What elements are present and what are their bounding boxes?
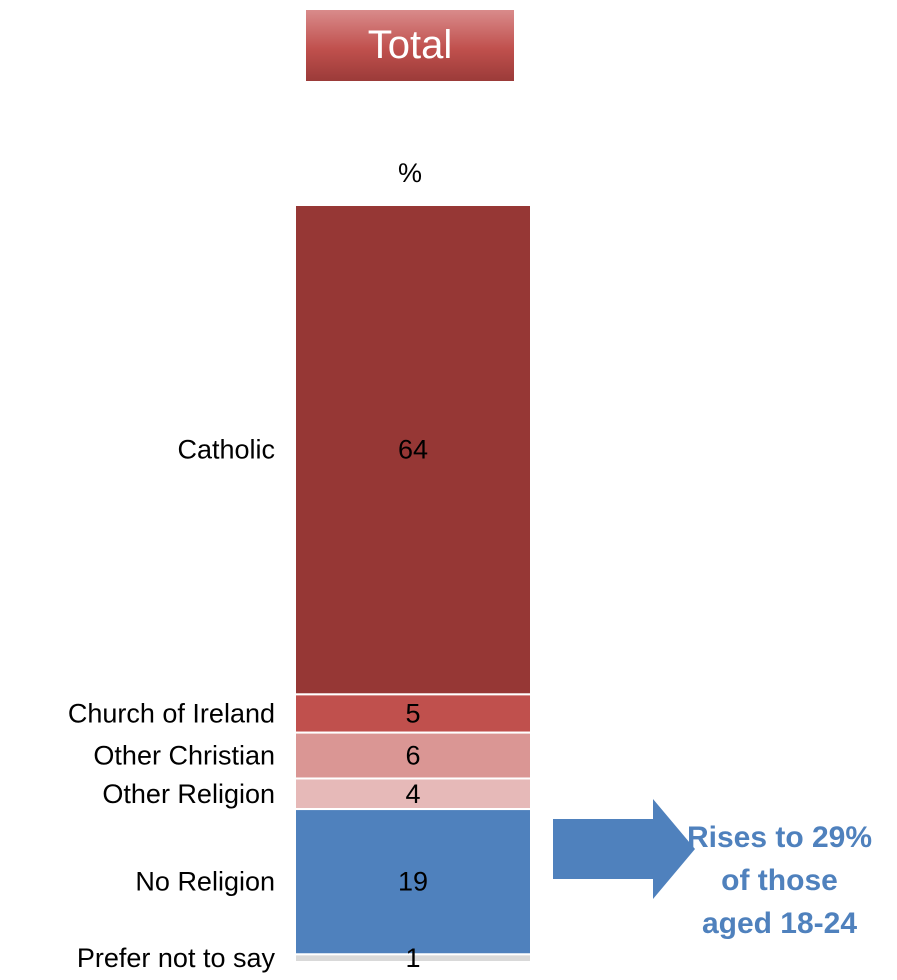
category-label-no-religion: No Religion — [135, 867, 275, 897]
bar-segments — [294, 204, 532, 963]
total-title: Total — [367, 23, 453, 67]
category-label-prefer-not-to-say: Prefer not to say — [77, 943, 276, 973]
category-label-catholic: Catholic — [177, 435, 275, 465]
callout-line-3: aged 18-24 — [701, 907, 858, 940]
value-label-prefer-not-to-say: 1 — [405, 943, 420, 973]
value-label-other-christian: 6 — [405, 741, 420, 771]
bar-segment-catholic — [294, 204, 532, 696]
callout-line-1: Rises to 29% — [686, 821, 873, 854]
unit-label: % — [397, 158, 422, 188]
callout-text: Rises to 29% of those aged 18-24 — [672, 816, 887, 945]
value-label-no-religion: 19 — [398, 867, 428, 897]
right-arrow-icon — [553, 799, 695, 899]
category-label-other-religion: Other Religion — [102, 779, 275, 809]
value-label-other-religion: 4 — [405, 779, 420, 809]
bar-segment-prefer-not-to-say — [294, 953, 532, 963]
callout-line-2: of those — [721, 864, 838, 897]
value-label-catholic: 64 — [398, 435, 428, 465]
value-label-church-of-ireland: 5 — [405, 698, 420, 728]
category-label-other-christian: Other Christian — [93, 741, 275, 771]
total-header-box: Total — [306, 10, 514, 81]
category-label-church-of-ireland: Church of Ireland — [68, 698, 275, 728]
category-labels: Catholic Church of Ireland Other Christian… — [68, 435, 276, 973]
